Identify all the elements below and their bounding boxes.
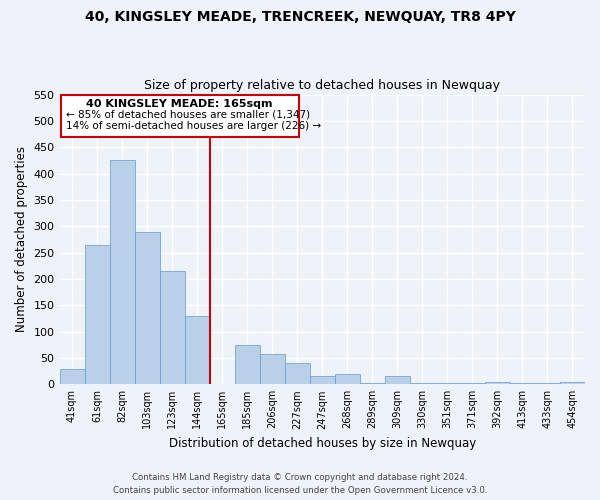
Bar (485, 382, 510, 384)
Bar (59, 368, 85, 384)
Bar (185, 316, 209, 384)
Bar (335, 374, 360, 384)
Bar (435, 382, 460, 384)
FancyBboxPatch shape (61, 94, 299, 136)
Bar (460, 382, 485, 384)
Text: 14% of semi-detached houses are larger (226) →: 14% of semi-detached houses are larger (… (66, 121, 321, 131)
Text: 40, KINGSLEY MEADE, TRENCREEK, NEWQUAY, TR8 4PY: 40, KINGSLEY MEADE, TRENCREEK, NEWQUAY, … (85, 10, 515, 24)
Bar (360, 382, 385, 384)
Bar (85, 244, 110, 384)
Bar (535, 382, 560, 384)
Bar (285, 363, 310, 384)
Bar (110, 160, 134, 384)
Bar (385, 376, 410, 384)
Title: Size of property relative to detached houses in Newquay: Size of property relative to detached ho… (144, 79, 500, 92)
Bar (410, 382, 435, 384)
Y-axis label: Number of detached properties: Number of detached properties (15, 146, 28, 332)
Bar (260, 354, 285, 384)
Bar (134, 232, 160, 384)
Bar (560, 382, 585, 384)
Text: Contains HM Land Registry data © Crown copyright and database right 2024.
Contai: Contains HM Land Registry data © Crown c… (113, 474, 487, 495)
Bar (160, 271, 185, 384)
Bar (310, 376, 335, 384)
Text: ← 85% of detached houses are smaller (1,347): ← 85% of detached houses are smaller (1,… (66, 110, 310, 120)
Text: 40 KINGSLEY MEADE: 165sqm: 40 KINGSLEY MEADE: 165sqm (86, 99, 273, 109)
X-axis label: Distribution of detached houses by size in Newquay: Distribution of detached houses by size … (169, 437, 476, 450)
Bar (235, 345, 260, 385)
Bar (510, 382, 535, 384)
